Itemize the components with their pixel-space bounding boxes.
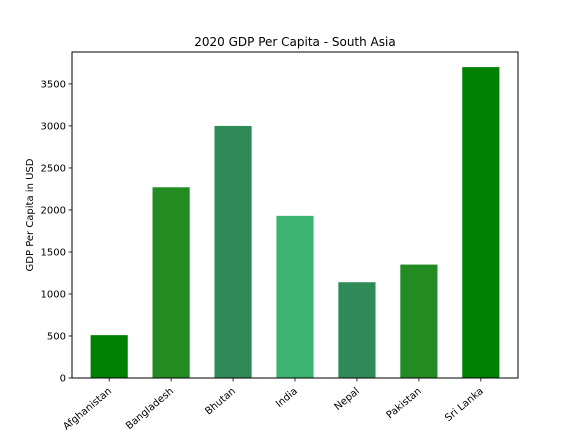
x-tick-label: Nepal xyxy=(333,386,362,413)
y-tick-label: 2000 xyxy=(41,205,66,216)
bar-afghanistan xyxy=(91,335,128,378)
y-tick-label: 1500 xyxy=(41,247,66,258)
y-tick-label: 3000 xyxy=(41,121,66,132)
y-tick-label: 3500 xyxy=(41,79,66,90)
bars-group xyxy=(91,67,500,378)
x-tick-label: Sri Lanka xyxy=(443,386,485,424)
x-tick-label: India xyxy=(274,386,300,410)
bar-pakistan xyxy=(400,265,437,378)
y-tick-label: 500 xyxy=(47,331,66,342)
chart-title: 2020 GDP Per Capita - South Asia xyxy=(194,35,395,49)
y-axis-label: GDP Per Capita in USD xyxy=(25,158,36,271)
bar-bangladesh xyxy=(153,187,190,378)
x-axis-ticks: Afghanistan Bangladesh Bhutan India Nepal Pak… xyxy=(61,378,485,432)
bar-india xyxy=(276,216,313,378)
y-axis-ticks: 0 500 1000 1500 2000 2500 3000 3500 xyxy=(41,79,72,384)
bar-bhutan xyxy=(214,126,251,378)
bar-sri-lanka xyxy=(462,67,499,378)
x-tick-label: Bhutan xyxy=(203,386,238,418)
x-tick-label: Pakistan xyxy=(385,386,424,421)
y-tick-label: 0 xyxy=(60,374,66,385)
y-tick-label: 1000 xyxy=(41,289,66,300)
x-tick-label: Afghanistan xyxy=(61,386,114,432)
bar-nepal xyxy=(338,282,375,378)
y-tick-label: 2500 xyxy=(41,163,66,174)
x-tick-label: Bangladesh xyxy=(124,386,176,432)
